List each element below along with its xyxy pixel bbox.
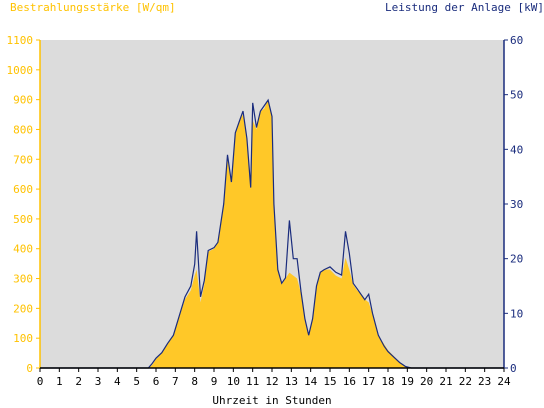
left-tick-label: 500 bbox=[13, 213, 33, 226]
right-tick-label: 60 bbox=[510, 34, 523, 47]
left-tick-label: 700 bbox=[13, 153, 33, 166]
x-tick-label: 8 bbox=[191, 375, 198, 388]
x-tick-label: 17 bbox=[362, 375, 375, 388]
left-tick-label: 600 bbox=[13, 183, 33, 196]
x-tick-label: 14 bbox=[304, 375, 318, 388]
x-tick-label: 5 bbox=[133, 375, 140, 388]
x-axis-label: Uhrzeit in Stunden bbox=[212, 394, 332, 407]
x-tick-label: 19 bbox=[401, 375, 414, 388]
irradiance-area bbox=[40, 99, 504, 368]
x-tick-label: 21 bbox=[439, 375, 452, 388]
left-tick-label: 800 bbox=[13, 123, 33, 136]
right-tick-label: 0 bbox=[510, 362, 517, 375]
right-tick-label: 50 bbox=[510, 89, 523, 102]
left-tick-label: 1000 bbox=[7, 64, 34, 77]
x-tick-label: 13 bbox=[285, 375, 298, 388]
right-axis-title: Leistung der Anlage [kW] bbox=[385, 1, 544, 14]
x-tick-label: 3 bbox=[95, 375, 102, 388]
x-tick-label: 22 bbox=[459, 375, 472, 388]
x-tick-label: 1 bbox=[56, 375, 63, 388]
x-tick-label: 4 bbox=[114, 375, 121, 388]
x-tick-label: 15 bbox=[323, 375, 336, 388]
x-tick-label: 11 bbox=[246, 375, 259, 388]
x-tick-label: 7 bbox=[172, 375, 179, 388]
left-tick-label: 0 bbox=[26, 362, 33, 375]
x-tick-label: 12 bbox=[265, 375, 278, 388]
left-tick-label: 900 bbox=[13, 94, 33, 107]
x-tick-label: 16 bbox=[343, 375, 356, 388]
x-tick-label: 0 bbox=[37, 375, 44, 388]
x-tick-label: 20 bbox=[420, 375, 433, 388]
right-tick-label: 40 bbox=[510, 143, 523, 156]
x-tick-label: 23 bbox=[478, 375, 491, 388]
right-tick-label: 10 bbox=[510, 307, 523, 320]
right-tick-label: 30 bbox=[510, 198, 523, 211]
x-tick-label: 18 bbox=[381, 375, 394, 388]
power-line bbox=[40, 98, 504, 369]
right-tick-label: 20 bbox=[510, 253, 523, 266]
x-tick-label: 9 bbox=[211, 375, 218, 388]
x-tick-label: 2 bbox=[75, 375, 82, 388]
left-axis-title: Bestrahlungsstärke [W/qm] bbox=[10, 1, 176, 14]
left-tick-label: 400 bbox=[13, 243, 33, 256]
x-tick-label: 6 bbox=[153, 375, 160, 388]
x-tick-label: 24 bbox=[497, 375, 511, 388]
left-tick-label: 300 bbox=[13, 273, 33, 286]
left-tick-label: 200 bbox=[13, 302, 33, 315]
x-tick-label: 10 bbox=[227, 375, 240, 388]
left-tick-label: 100 bbox=[13, 332, 33, 345]
left-tick-label: 1100 bbox=[7, 34, 34, 47]
